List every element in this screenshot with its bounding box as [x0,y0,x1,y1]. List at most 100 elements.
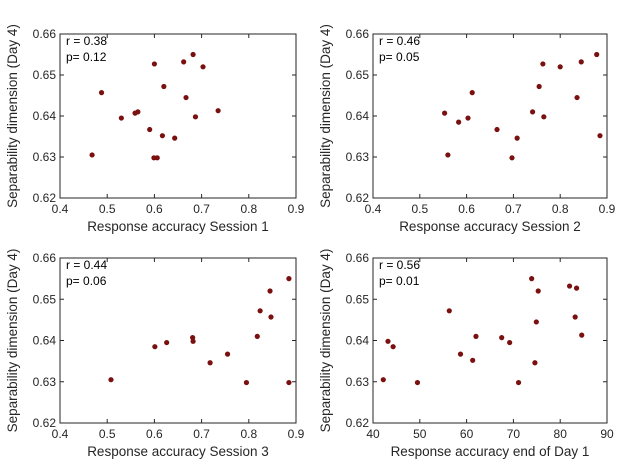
data-point [499,335,505,341]
y-tick-label: 0.66 [33,27,57,41]
data-point [445,152,451,158]
data-point [470,357,476,363]
data-point [190,51,196,58]
y-tick-label: 0.63 [33,150,57,164]
x-tick-label: 0.5 [99,202,116,216]
x-tick-label: 0.8 [240,427,257,441]
data-point [224,351,231,357]
y-tick-label: 0.66 [346,27,370,41]
data-point [257,308,263,314]
y-tick-label: 0.64 [346,334,370,348]
data-point [579,332,585,338]
data-point [514,135,520,141]
data-point [385,338,391,344]
data-point [465,115,471,121]
data-point [380,377,386,383]
data-point [190,338,196,344]
x-tick-label: 0.9 [288,427,305,441]
x-tick-label: 80 [554,427,568,441]
x-tick-label: 0.6 [146,427,163,441]
data-point [286,379,292,386]
data-point [541,114,547,120]
data-point [172,135,178,141]
data-point [442,110,448,116]
correlation-r-label: r = 0.44 [66,258,107,272]
data-point [154,155,160,161]
data-point [532,360,538,366]
data-point [181,59,187,65]
correlation-r-label: r = 0.38 [66,34,107,48]
data-point [243,379,250,386]
x-axis-label: Response accuracy Session 3 [87,444,269,459]
data-point [135,109,141,115]
y-axis-label: Separability dimension (Day 4) [5,249,20,433]
data-point [507,339,513,346]
y-tick-label: 0.65 [346,68,370,82]
p-value-label: p= 0.01 [379,274,420,288]
data-point [457,351,464,357]
plot-area: 0.4 0.5 0.6 0.7 0.8 0.9 0.62 0.63 0.64 0.65 0.66 [33,27,305,216]
data-point [215,108,221,114]
correlation-r-label: r = 0.56 [379,258,420,272]
data-point [183,94,189,101]
y-tick-label: 0.62 [33,416,57,430]
y-axis-label: Separability dimension (Day 4) [318,24,333,208]
data-point [192,114,199,120]
y-tick-label: 0.66 [346,251,370,265]
data-point [118,115,124,121]
y-tick-label: 0.62 [346,191,370,205]
data-point [494,126,500,133]
y-tick-label: 0.64 [33,109,57,123]
data-point [535,288,541,294]
data-point [473,333,479,339]
x-tick-label: 0.4 [52,427,69,441]
data-point [533,319,539,325]
data-point [161,83,167,90]
x-tick-label: 90 [600,427,614,441]
data-point [536,83,542,90]
data-point [446,308,452,314]
data-point [456,119,462,125]
data-point [573,285,580,291]
x-tick-label: 50 [413,427,427,441]
x-tick-label: 0.9 [288,202,305,216]
data-point [557,64,563,70]
data-point [152,344,158,350]
data-point [597,133,603,139]
x-tick-label: 0.7 [193,427,210,441]
x-axis-label: Response accuracy Session 1 [87,219,269,234]
data-point [98,90,105,96]
scatter-panel-session-1: 0.4 0.5 0.6 0.7 0.8 0.9 0.62 0.63 0.64 0.65 0.66 r… [5,24,305,234]
correlation-r-label: r = 0.46 [379,34,420,48]
data-point [147,126,153,133]
data-point [566,283,573,289]
data-point [200,64,206,70]
data-point [574,94,580,101]
x-tick-label: 0.7 [193,202,210,216]
data-point [108,377,114,383]
y-tick-label: 0.66 [33,251,57,265]
y-axis-label: Separability dimension (Day 4) [318,249,333,433]
data-point [286,276,292,282]
y-tick-label: 0.64 [33,334,57,348]
x-tick-label: 0.8 [552,202,569,216]
y-tick-label: 0.65 [33,68,57,82]
x-tick-label: 0.6 [146,202,163,216]
plot-area: 40 50 60 70 80 90 0.62 0.63 0.64 0.65 0.66 [346,251,614,441]
y-axis-label: Separability dimension (Day 4) [5,24,20,208]
plot-area: 0.4 0.5 0.6 0.7 0.8 0.9 0.62 0.63 0.64 0.65 0.66 [346,27,616,216]
x-tick-label: 70 [507,427,521,441]
data-point [529,276,535,282]
p-value-label: p= 0.06 [66,274,107,288]
x-tick-label: 0.9 [599,202,616,216]
y-tick-label: 0.63 [346,150,370,164]
scatter-panel-session-3: 0.4 0.5 0.6 0.7 0.8 0.9 0.62 0.63 0.64 0.65 0.66 r… [5,249,305,459]
p-value-label: p= 0.05 [379,50,420,64]
y-tick-label: 0.62 [346,416,370,430]
data-point [207,360,213,366]
x-tick-label: 0.5 [99,427,116,441]
data-point [540,61,546,67]
y-tick-label: 0.65 [346,292,370,306]
data-point [594,51,600,58]
data-point [159,133,166,139]
